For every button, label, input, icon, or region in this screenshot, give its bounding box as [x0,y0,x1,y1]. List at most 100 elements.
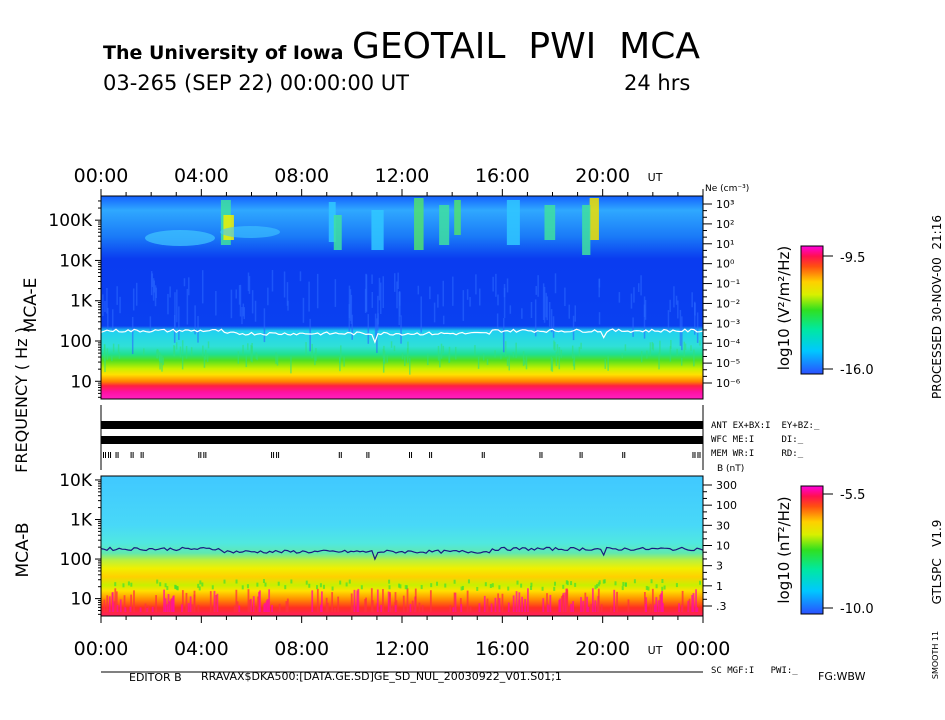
streak-mark [644,299,647,320]
noise-mark [444,583,447,588]
noise-mark [331,586,334,591]
noise-mark [590,604,593,612]
streak-mark [673,286,675,308]
streak-mark [598,278,600,298]
streak-mark [637,283,640,292]
noise-mark [320,604,322,612]
noise-mark [661,590,664,612]
noise-mark [695,589,697,612]
time-tick-label: 12:00 [375,638,430,660]
noise-mark [688,598,691,612]
noise-mark [430,583,433,588]
streak-mark [112,309,114,331]
streak-mark [477,356,480,369]
streak-mark [242,303,245,317]
streak-mark [151,273,154,288]
noise-mark [305,580,308,585]
streak-mark [207,341,210,349]
noise-mark [558,599,561,612]
streak-mark [394,273,396,292]
noise-mark [614,581,617,586]
noise-mark [264,582,267,587]
noise-mark [476,586,479,591]
streak-mark [230,289,233,319]
noise-mark [345,582,348,587]
noise-mark [144,603,147,612]
duration-label: 24 hrs [624,71,690,95]
streak-mark [521,308,523,319]
noise-mark [453,592,456,612]
noise-mark [436,581,439,586]
streak-mark [417,285,420,295]
noise-mark [586,596,588,612]
noise-mark [331,592,334,612]
streak-mark [524,359,526,365]
streak-mark [633,287,635,303]
noise-mark [591,588,594,612]
noise-mark [406,607,409,612]
streak-mark [149,316,152,332]
noise-mark [348,579,351,584]
noise-mark [681,590,684,612]
noise-mark [655,597,658,612]
streak-mark [235,289,237,299]
streak-mark [316,273,319,309]
noise-mark [650,579,653,584]
streak-mark [378,277,381,301]
streak-mark [251,290,254,314]
streak-mark [649,342,652,356]
noise-mark [256,582,259,587]
noise-mark [215,595,218,612]
right-axis-label: 3 [716,560,723,573]
noise-mark [156,579,159,584]
freq-tick-label: 10 [70,372,92,392]
freq-tick-label: 100K [48,211,92,231]
streak-mark [452,276,454,306]
noise-mark [405,585,408,590]
right-axis-label: 10 [716,540,730,553]
streak-mark [153,280,155,293]
noise-mark [421,605,424,612]
streak-mark [315,348,317,361]
noise-mark [247,589,250,612]
streak-mark [607,356,609,371]
streak-mark [691,292,693,308]
freq-tick-label: 1K [70,511,93,531]
streak-mark [675,295,678,305]
noise-mark [603,579,606,584]
noise-mark [406,588,409,612]
noise-mark [130,594,132,612]
noise-mark [489,583,492,588]
streak-mark [442,345,445,353]
streak-mark [267,287,269,306]
mca-b-colorbar-min: -10.0 [840,602,874,617]
noise-mark [311,590,314,612]
time-tick-label: 04:00 [174,638,229,660]
streak-mark [117,344,120,353]
streak-mark [271,270,274,292]
streak-mark [684,343,687,351]
streak-mark [475,274,477,295]
noise-mark [189,596,192,612]
streak-mark [243,307,246,320]
streak-mark [155,287,157,299]
noise-mark [561,594,564,612]
b-axis-title: B (nT) [717,464,744,474]
time-tick-label: 20:00 [575,638,630,660]
streak-mark [343,356,345,367]
time-tick-label: 08:00 [274,638,329,660]
burst-mark [371,210,384,250]
noise-mark [391,605,394,612]
ant-bar [101,421,703,429]
noise-mark [198,586,201,591]
noise-mark [549,594,552,612]
noise-mark [390,607,393,612]
streak-mark [598,312,601,325]
noise-mark [257,596,259,612]
ant-status: ANT EX+BX:I EY+BZ:_ [711,421,820,431]
noise-mark [364,599,367,612]
streak-mark [651,341,654,350]
streak-mark [248,276,251,294]
streak-mark [377,295,379,331]
mem-status: MEM WR:I RD:_ [711,449,804,459]
